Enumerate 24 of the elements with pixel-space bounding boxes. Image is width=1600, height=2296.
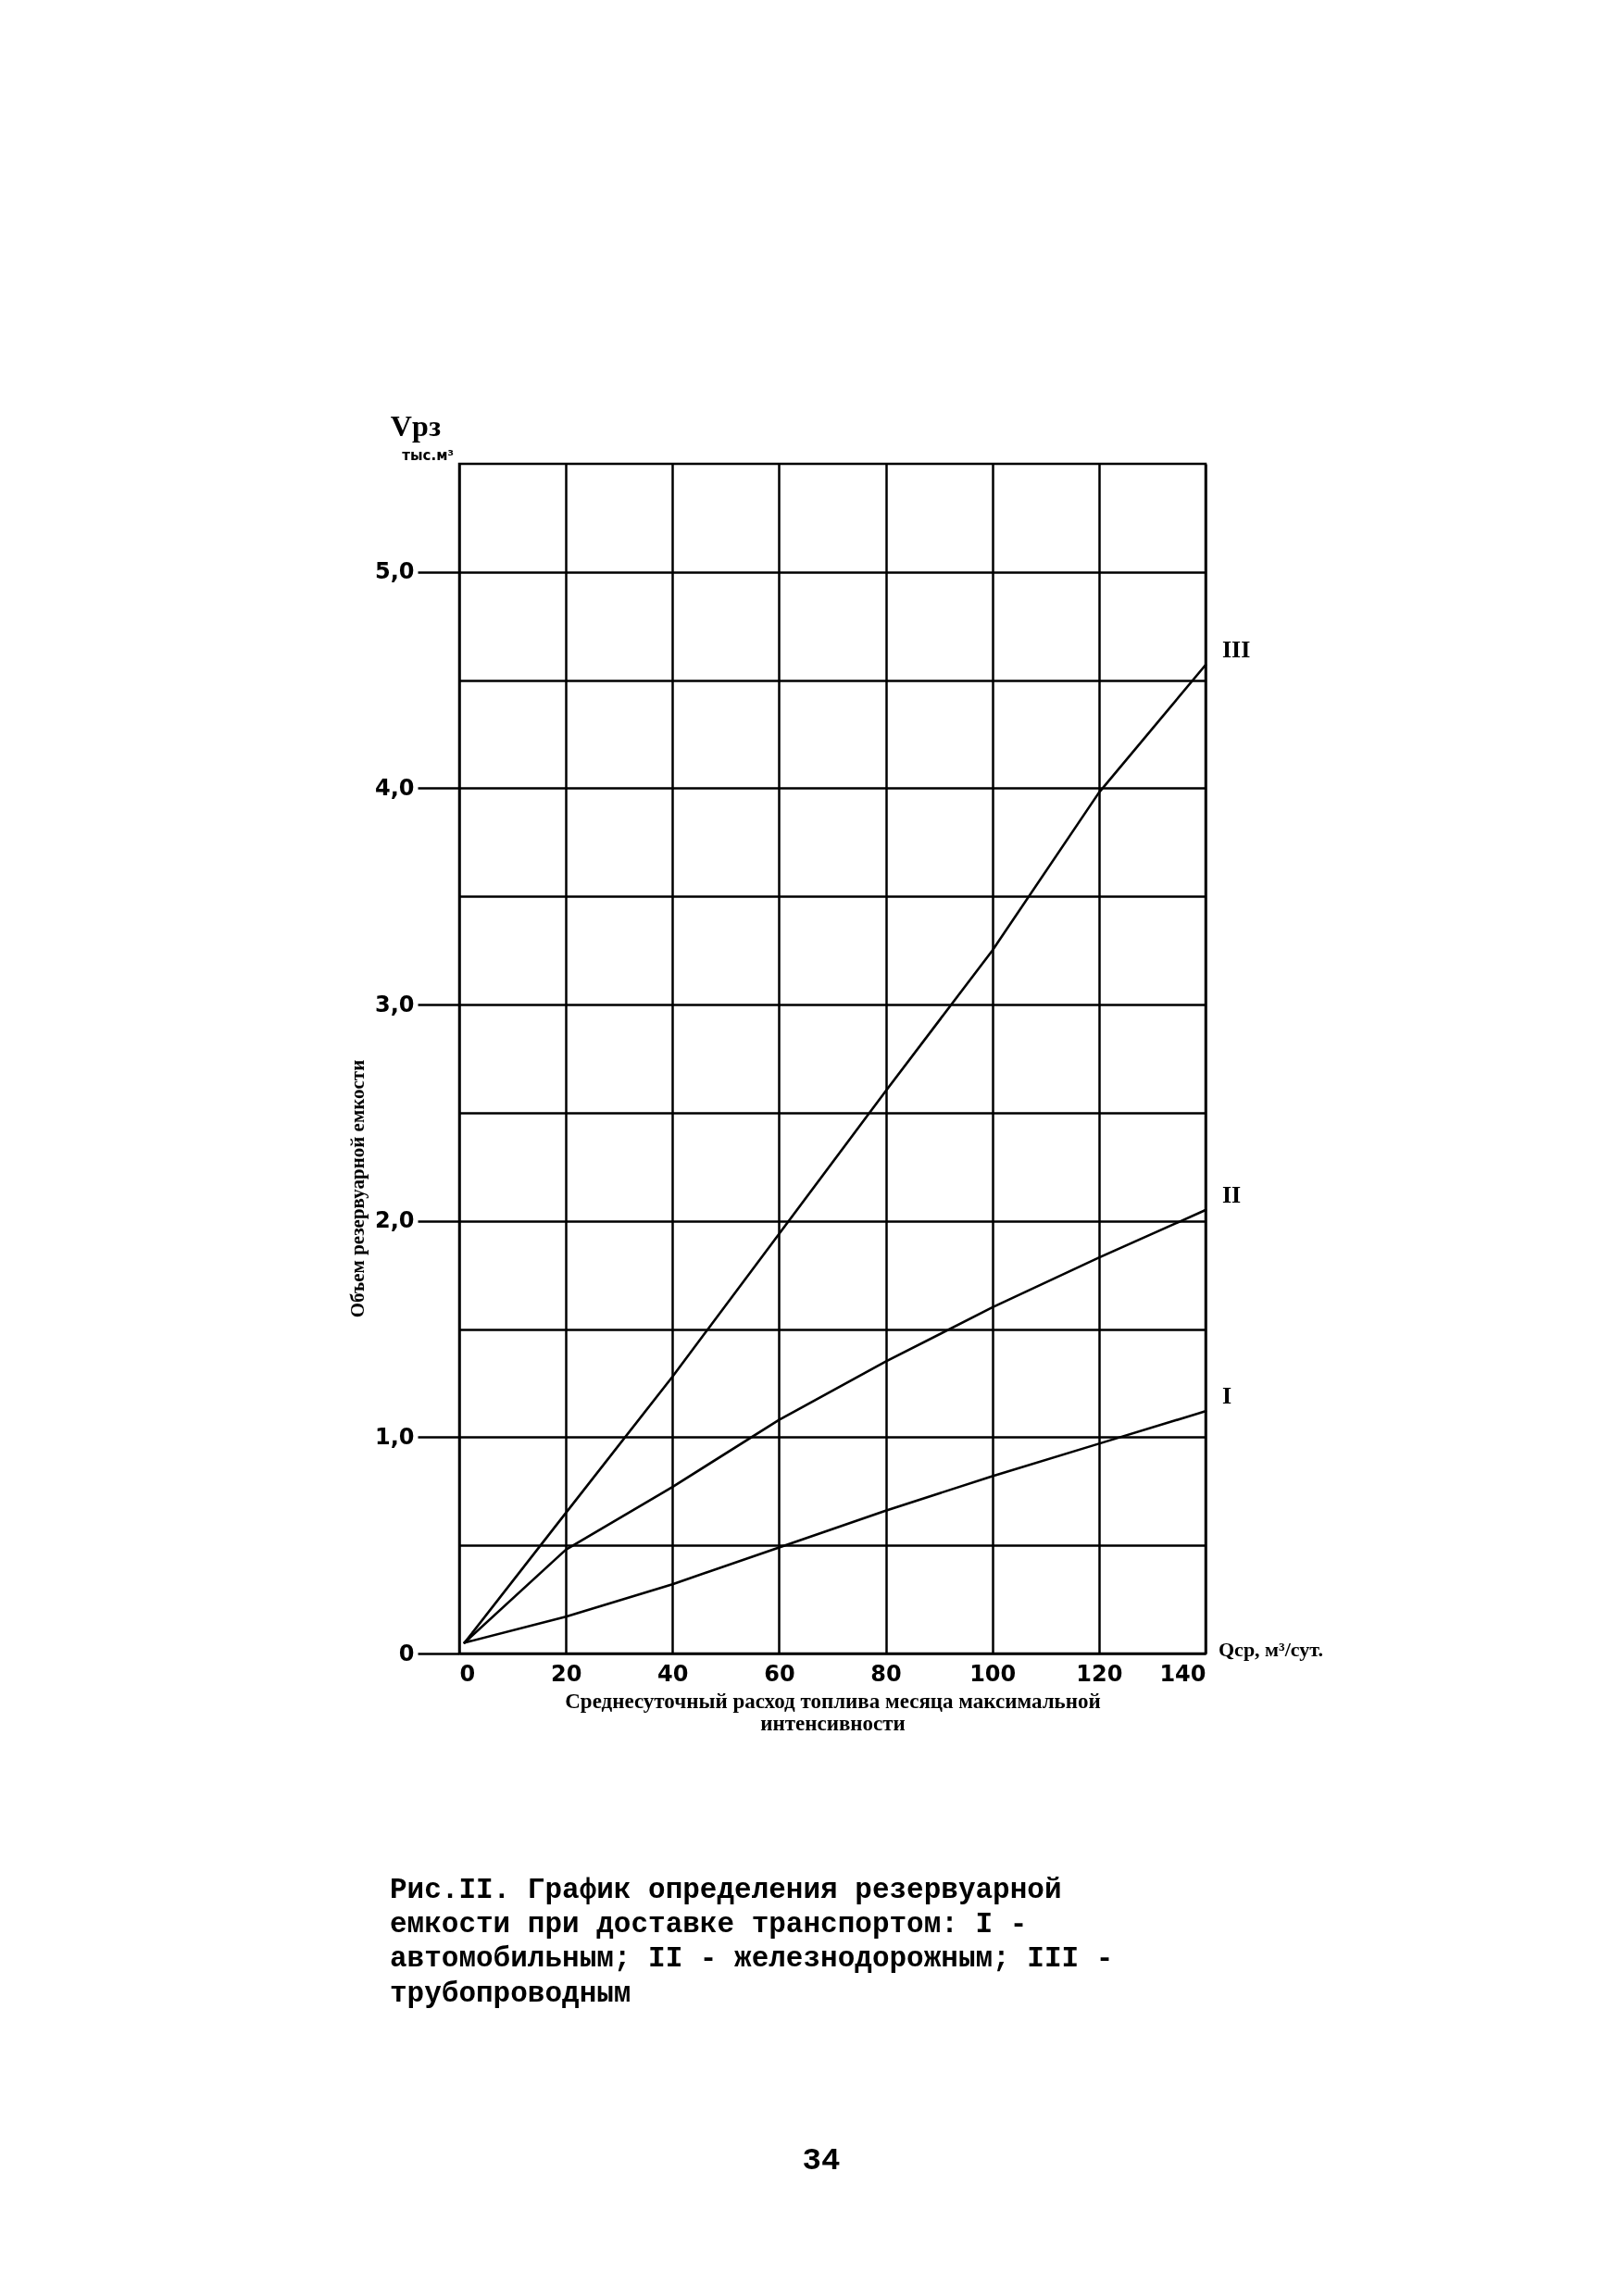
text: тыс.м³ [402,447,454,464]
series-label: II [1222,1181,1242,1209]
x-tick-label: 20 [550,1660,582,1687]
x-tick-label: 40 [657,1660,689,1687]
y-tick-label: 4,0 [374,774,415,801]
y-axis-title: Объем резервуарной емкости [345,1059,369,1318]
y-tick-label: 5,0 [374,558,415,585]
y-tick-label: 0 [398,1640,415,1666]
x-tick-label: 80 [870,1660,902,1687]
x-tick-label: 100 [969,1660,1017,1687]
series-label: III [1222,636,1251,664]
text: Рис.II. График определения резервуарной емкости при доставке транспортом: I - автомобильным; II - железнодорожным; III - трубопроводным [390,1874,1114,2010]
text: Qср, м³/сут. [1219,1638,1323,1661]
y-tick-label: 1,0 [374,1423,415,1450]
x-tick-label: 140 [1159,1660,1206,1687]
text: Vрз [390,409,442,443]
y-tick-label: 3,0 [374,991,415,1017]
series-label: I [1222,1382,1232,1410]
x-tick-label: 0 [459,1660,476,1687]
x-tick-label: 120 [1076,1660,1123,1687]
x-axis-title: Среднесуточный расход топлива месяца максимальной интенсивности [565,1689,1101,1735]
y-tick-label: 2,0 [374,1207,415,1234]
x-tick-label: 60 [764,1660,795,1687]
text: 34 [802,2143,841,2178]
